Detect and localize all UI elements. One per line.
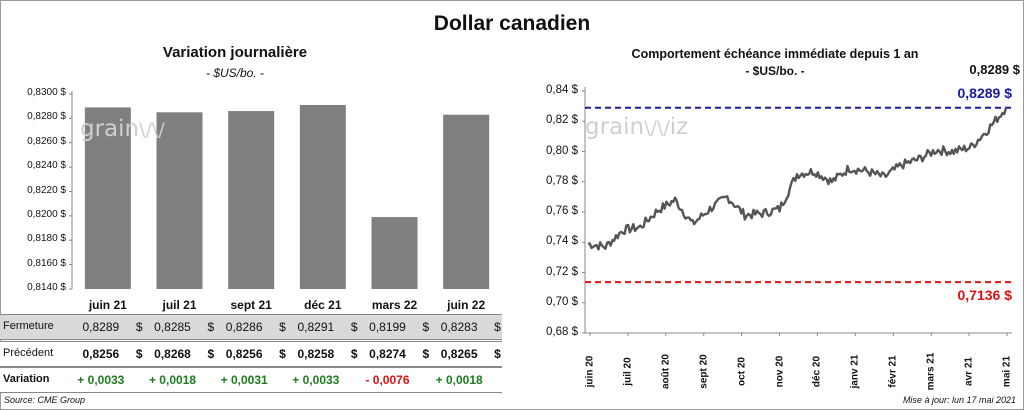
line-x-tick-label: oct 20	[736, 357, 748, 386]
table-cell-unit: $	[494, 347, 501, 361]
table-cell: 0,8286	[225, 320, 263, 334]
table-cell: 0,8285	[154, 320, 191, 334]
bar-chart-subtitle: - $US/bo. -	[205, 66, 265, 80]
table-cell: 0,8274	[369, 347, 406, 361]
line-y-tick-label: 0,80 $	[546, 144, 578, 157]
line-x-tick-label: juil 20	[622, 357, 634, 386]
line-x-tick-label: juin 20	[584, 355, 596, 388]
table-cell: 0,8265	[440, 347, 478, 361]
line-x-tick-label: avr 21	[963, 357, 975, 386]
table-cell: + 0,0033	[292, 373, 340, 387]
bar-category-label: déc 21	[304, 298, 342, 312]
table-cell: 0,8258	[297, 347, 335, 361]
table-row-label: Précédent	[3, 347, 54, 359]
table-row-label: Variation	[3, 373, 50, 385]
line-y-tick-label: 0,70 $	[546, 295, 578, 308]
table-cell: + 0,0031	[220, 373, 268, 387]
table-cell-unit: $	[135, 347, 143, 361]
table-cell: + 0,0018	[435, 373, 483, 387]
last-value-label: 0,8289 $	[969, 62, 1020, 77]
line-y-tick-label: 0,76 $	[546, 205, 578, 217]
high-line-label: 0,8289 $	[957, 85, 1013, 101]
line-y-tick-label: 0,74 $	[546, 235, 578, 248]
bar-category-label: mars 22	[371, 298, 418, 312]
bar	[156, 112, 203, 289]
table-cell: + 0,0033	[77, 373, 125, 387]
bar	[299, 104, 346, 289]
line-x-tick-label: janv 21	[849, 354, 861, 389]
bar-category-label: sept 21	[230, 298, 272, 312]
price-series-line	[587, 107, 1008, 251]
table-cell: 0,8256	[225, 347, 263, 361]
bar-y-tick-label: 0,8200 $	[27, 208, 66, 220]
line-y-tick-label: 0,68 $	[546, 326, 578, 338]
low-line-label: 0,7136 $	[957, 287, 1013, 303]
table-cell-unit: $	[207, 320, 215, 334]
table-cell-unit: $	[207, 347, 215, 361]
bar-chart-watermark: grain\/\/	[80, 116, 165, 142]
bar-category-label: juin 22	[447, 298, 486, 312]
page-title: Dollar canadien	[433, 12, 591, 35]
update-note: Mise à jour: lun 17 mai 2021	[902, 395, 1016, 405]
line-x-tick-label: déc 20	[811, 355, 823, 388]
bar	[84, 107, 131, 289]
bar-category-label: juin 21	[88, 298, 127, 312]
table-cell-unit: $	[350, 347, 358, 361]
bar	[228, 111, 275, 289]
source-note: Source: CME Group	[4, 395, 86, 405]
line-x-tick-label: août 20	[660, 354, 672, 390]
table-cell-unit: $	[279, 347, 286, 361]
table-cell-unit: $	[422, 320, 430, 334]
table-row: Fermeture 0,8289 $0,8285 $0,8286 $0,8291 $0,8…	[0, 314, 502, 340]
table-cell: 0,8199	[369, 320, 406, 334]
bar-y-tick-label: 0,8180 $	[27, 233, 66, 245]
line-x-tick-label: mai 21	[1001, 355, 1013, 388]
line-y-tick-label: 0,82 $	[546, 114, 578, 127]
bar-y-tick-label: 0,8240 $	[27, 160, 66, 172]
bar-y-tick-label: 0,8160 $	[27, 257, 66, 269]
table-row: Variation + 0,0033 + 0,0018 + 0,0031 + 0,003…	[0, 367, 502, 393]
table-cell: 0,8289	[82, 320, 120, 334]
table-cell-unit: $	[350, 320, 358, 334]
table-row-label: Fermeture	[3, 320, 54, 332]
line-chart-subtitle: - $US/bo. -	[745, 64, 805, 78]
line-y-tick-label: 0,78 $	[546, 174, 578, 187]
bar	[443, 114, 490, 289]
line-chart-title: Comportement échéance immédiate depuis 1…	[631, 47, 919, 61]
bar-category-label: juil 21	[162, 298, 197, 312]
table-cell: 0,8256	[82, 347, 120, 361]
table-cell: 0,8283	[440, 320, 478, 334]
table-cell-unit: $	[422, 347, 430, 361]
bar-y-tick-label: 0,8300 $	[27, 87, 66, 98]
line-x-tick-label: nov 20	[774, 355, 786, 388]
line-x-tick-label: sept 20	[698, 354, 710, 389]
line-chart-watermark: grain\/\/iz	[585, 114, 689, 140]
table-cell: 0,8291	[297, 320, 335, 334]
bar-y-tick-label: 0,8260 $	[27, 135, 66, 147]
table-cell-unit: $	[279, 320, 286, 334]
bar-chart-title: Variation journalière	[162, 44, 308, 61]
bar-y-tick-label: 0,8140 $	[27, 282, 66, 293]
line-x-tick-label: févr 21	[887, 355, 899, 388]
table-cell-unit: $	[494, 320, 501, 334]
line-y-tick-label: 0,84 $	[546, 84, 578, 96]
table-row: Précédent 0,8256 $0,8268 $0,8256 $0,8258 $0,8…	[0, 341, 502, 367]
table-cell: - 0,0076	[365, 373, 410, 387]
line-x-tick-label: mars 21	[925, 352, 937, 391]
line-y-tick-label: 0,72 $	[546, 265, 578, 278]
bar	[371, 217, 418, 289]
table-cell-unit: $	[135, 320, 143, 334]
bar-y-tick-label: 0,8280 $	[27, 111, 66, 123]
table-cell: 0,8268	[154, 347, 191, 361]
table-cell: + 0,0018	[148, 373, 197, 387]
bar-y-tick-label: 0,8220 $	[27, 184, 66, 196]
